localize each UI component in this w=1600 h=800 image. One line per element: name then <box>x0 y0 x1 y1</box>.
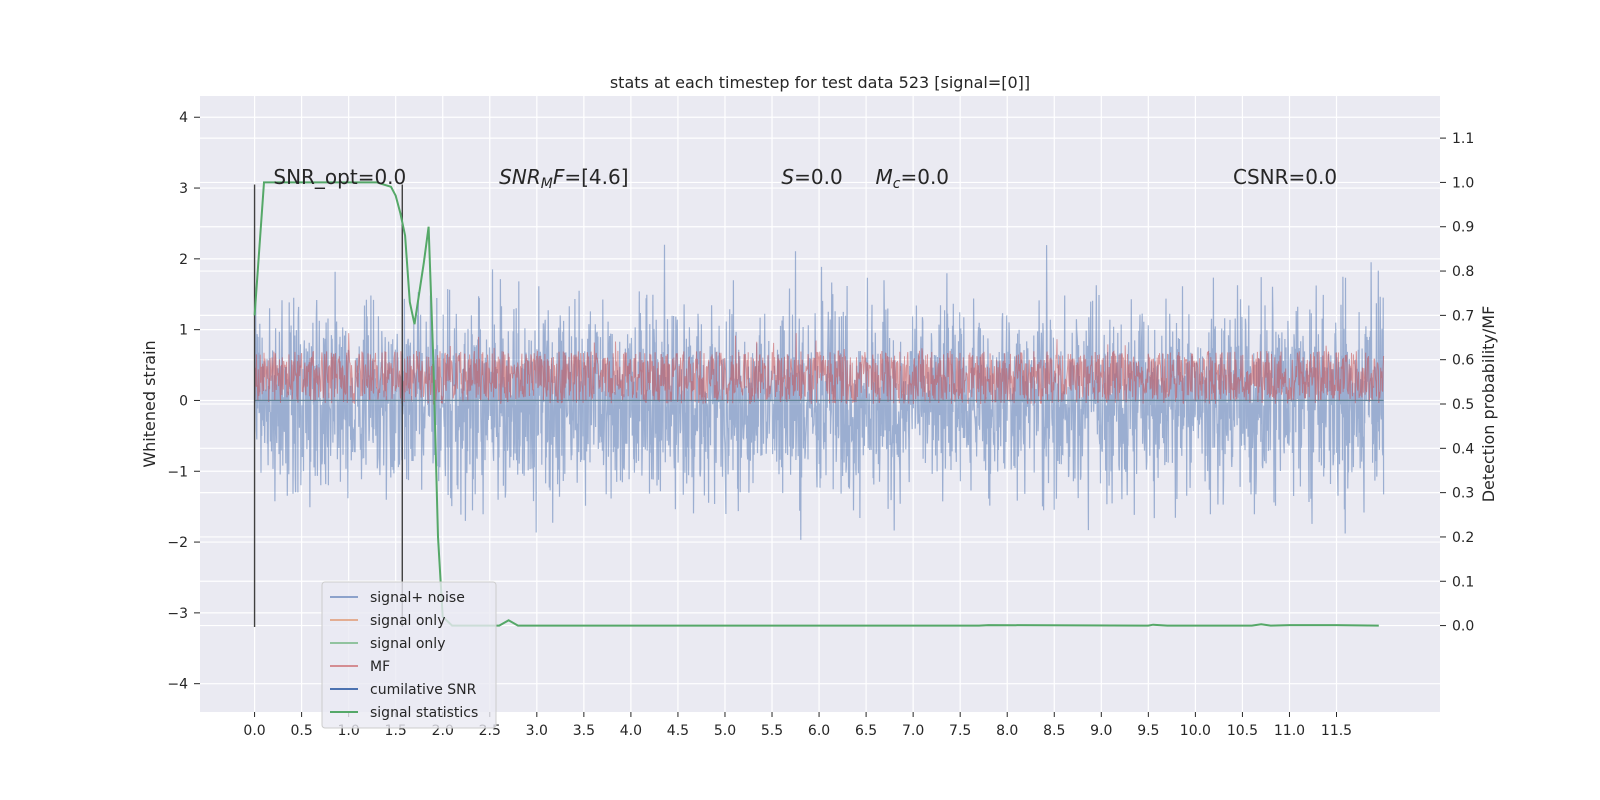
annotation-text: SNR_opt=0.0 <box>273 165 406 189</box>
x-tick-label: 8.5 <box>1043 723 1065 739</box>
legend-label: MF <box>370 659 390 675</box>
y2-tick-label: 0.4 <box>1452 441 1474 457</box>
x-tick-label: 0.5 <box>290 723 312 739</box>
y-tick-label: −3 <box>167 606 188 622</box>
x-tick-label: 4.5 <box>667 723 689 739</box>
y2-tick-label: 1.0 <box>1452 175 1474 191</box>
x-tick-label: 11.5 <box>1321 723 1352 739</box>
legend-label: signal+ noise <box>370 590 465 606</box>
y2-tick-label: 0.3 <box>1452 486 1474 502</box>
x-tick-label: 11.0 <box>1274 723 1305 739</box>
y-tick-label: −1 <box>167 464 188 480</box>
y-tick-label: 0 <box>179 393 188 409</box>
y-tick-label: −2 <box>167 535 188 551</box>
annotations: SNR_opt=0.0 SNRMF=[4.6] S=0.0 Mc=0.0 CSNR=0.… <box>273 165 1337 192</box>
x-tick-label: 7.5 <box>949 723 971 739</box>
y-axis-label: Whitened strain <box>140 340 159 467</box>
y2-tick-label: 1.1 <box>1452 131 1474 147</box>
x-tick-label: 0.0 <box>243 723 265 739</box>
x-tick-label: 5.5 <box>761 723 783 739</box>
x-tick-label: 9.5 <box>1137 723 1159 739</box>
annotation-text: Mc=0.0 <box>876 165 950 192</box>
y2-tick-label: 0.2 <box>1452 530 1474 546</box>
y2-tick-label: 0.0 <box>1452 619 1474 635</box>
chart-title: stats at each timestep for test data 523… <box>610 73 1030 92</box>
annotation-text: SNRMF=[4.6] <box>499 165 628 192</box>
y2-tick-label: 0.5 <box>1452 397 1474 413</box>
legend-label: cumilative SNR <box>370 682 477 698</box>
y2-tick-label: 0.7 <box>1452 308 1474 324</box>
y2-tick-label: 0.1 <box>1452 574 1474 590</box>
y2-tick-label: 0.8 <box>1452 264 1474 280</box>
y-tick-label: −4 <box>167 677 188 693</box>
x-tick-label: 8.0 <box>996 723 1018 739</box>
y2-axis-label: Detection probability/MF <box>1479 306 1498 503</box>
x-tick-label: 10.5 <box>1227 723 1258 739</box>
y-tick-label: 2 <box>179 252 188 268</box>
x-tick-label: 6.5 <box>855 723 877 739</box>
y-tick-label: 1 <box>179 323 188 339</box>
legend-box <box>321 581 497 729</box>
x-tick-label: 7.0 <box>902 723 924 739</box>
series-line-mf <box>254 333 1385 405</box>
x-tick-label: 6.0 <box>808 723 830 739</box>
x-tick-label: 4.0 <box>620 723 642 739</box>
x-tick-label: 10.0 <box>1180 723 1211 739</box>
annotation-text: CSNR=0.0 <box>1233 165 1337 189</box>
legend-label: signal statistics <box>370 705 478 721</box>
legend-label: signal only <box>370 636 445 652</box>
annotation-text: S=0.0 <box>781 165 842 189</box>
x-tick-label: 5.0 <box>714 723 736 739</box>
x-tick-label: 3.5 <box>573 723 595 739</box>
y-tick-label: 3 <box>179 181 188 197</box>
legend-label: signal only <box>370 613 445 629</box>
x-tick-label: 9.0 <box>1090 723 1112 739</box>
y2-tick-label: 0.6 <box>1452 353 1474 369</box>
y-tick-label: 4 <box>179 110 188 126</box>
x-tick-label: 3.0 <box>526 723 548 739</box>
legend: signal+ noise signal only signal only MF cum… <box>321 581 497 729</box>
y2-tick-label: 0.9 <box>1452 220 1474 236</box>
